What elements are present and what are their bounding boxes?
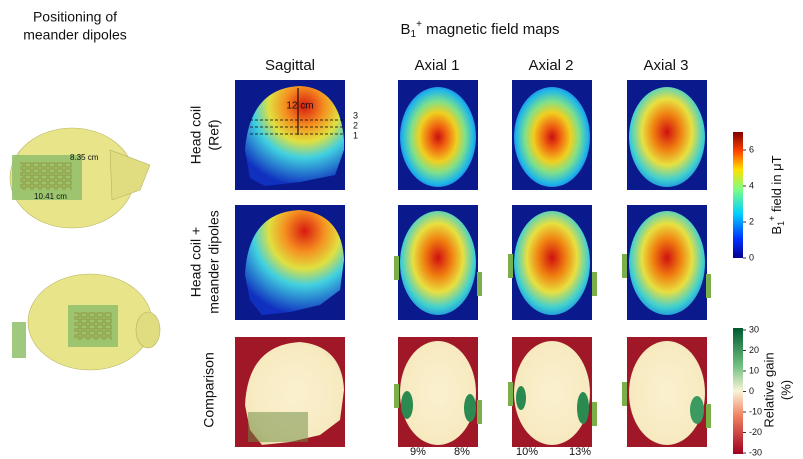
row-label: Head coil [188, 106, 204, 164]
gain-label: 13% [569, 446, 591, 458]
title-part: magnetic field maps [422, 21, 560, 38]
title-part: B [401, 21, 411, 38]
colorbar-tick-label: 0 [749, 252, 754, 262]
field-map [394, 205, 482, 320]
field-map [235, 80, 345, 190]
sagittal-annotation: 12 cm [286, 101, 313, 112]
column-header: Axial 3 [643, 57, 688, 74]
colorbar-tick-label: -10 [749, 406, 762, 416]
field-map [508, 205, 597, 320]
field-map [512, 80, 592, 190]
comparison-map [235, 337, 345, 447]
colorbar-tick-label: -20 [749, 427, 762, 437]
field-map [622, 205, 711, 320]
colorbar [733, 328, 743, 454]
colorbar-tick-label: 10 [749, 365, 759, 375]
gain-label: 8% [454, 446, 470, 458]
head-model-2 [12, 273, 161, 371]
left-title: Positioning of [33, 9, 117, 25]
colorbar-label: Relative gain [761, 352, 776, 427]
label-sub: 1 [776, 221, 786, 226]
slice-label: 3 [353, 110, 358, 120]
dipole-dimension: 8.35 cm [70, 153, 99, 162]
title-sub: 1 [411, 29, 417, 40]
dipole-dimension: 10.41 cm [34, 192, 67, 201]
comparison-map [508, 337, 597, 447]
comparison-map [622, 337, 711, 447]
title-sup: + [416, 19, 422, 30]
head-model-1 [9, 127, 151, 229]
figure-title: B1+ magnetic field maps [401, 19, 560, 40]
colorbar-tick-label: 0 [749, 386, 754, 396]
colorbar-tick-label: 30 [749, 324, 759, 334]
column-header: Axial 2 [528, 57, 573, 74]
row-label: (Ref) [206, 119, 222, 150]
column-header: Axial 1 [414, 57, 459, 74]
column-header: Sagittal [265, 57, 315, 74]
slice-label: 1 [353, 130, 358, 140]
field-map [627, 80, 707, 190]
row-label: Head coil + [188, 227, 204, 297]
label-part: field in μT [769, 155, 784, 215]
colorbar-tick-label: 20 [749, 345, 759, 355]
field-map [398, 80, 478, 190]
colorbar-tick-label: 2 [749, 216, 754, 226]
colorbar [733, 132, 743, 258]
colorbar-label: (%) [778, 380, 793, 400]
colorbar-label: B1+ field in μT [767, 155, 786, 234]
row-label: Comparison [201, 352, 217, 427]
colorbar-tick-label: -30 [749, 447, 762, 457]
label-sup: + [767, 216, 777, 221]
slice-label: 2 [353, 120, 358, 130]
label-part: B [769, 226, 784, 235]
comparison-map [394, 337, 482, 447]
field-map [235, 205, 345, 320]
left-title: meander dipoles [23, 27, 127, 43]
colorbar-tick-label: 4 [749, 180, 754, 190]
colorbar-tick-label: 6 [749, 144, 754, 154]
gain-label: 9% [410, 446, 426, 458]
row-label: meander dipoles [206, 210, 222, 314]
gain-label: 10% [516, 446, 538, 458]
